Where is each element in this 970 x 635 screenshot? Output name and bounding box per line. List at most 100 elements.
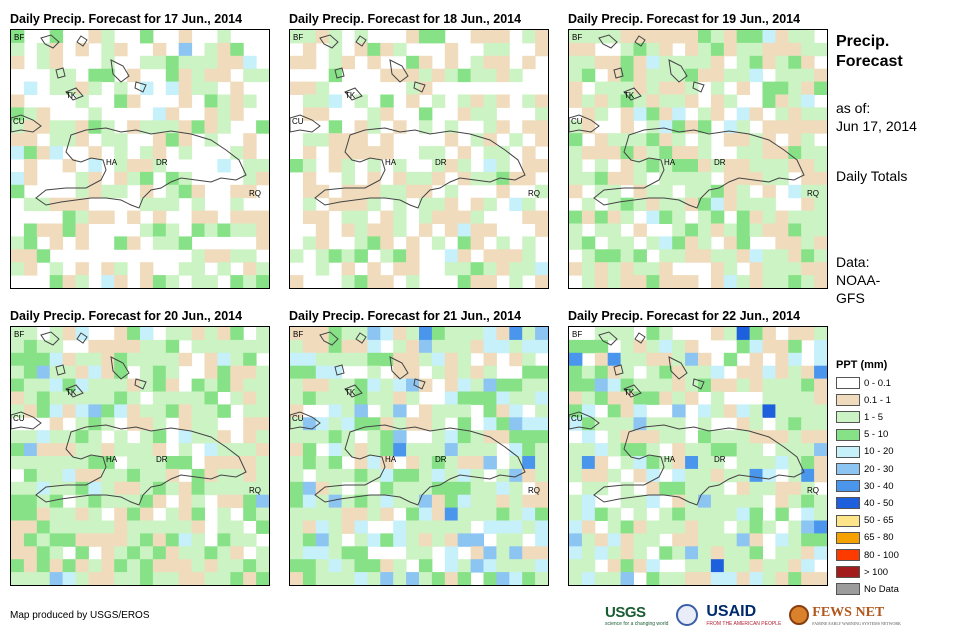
precip-cell bbox=[569, 533, 583, 547]
precip-cell bbox=[49, 197, 64, 212]
precip-cell bbox=[419, 184, 433, 199]
precip-cell bbox=[114, 494, 128, 509]
precip-cell bbox=[522, 197, 536, 212]
precip-cell bbox=[801, 404, 815, 418]
precip-cell bbox=[672, 546, 686, 560]
precip-cell bbox=[88, 404, 102, 418]
precip-cell bbox=[788, 404, 802, 418]
precip-cell bbox=[75, 352, 89, 367]
precip-cell bbox=[88, 352, 102, 367]
precip-cell bbox=[165, 365, 180, 380]
precip-cell bbox=[672, 572, 686, 585]
precip-cell bbox=[814, 533, 827, 547]
precip-cell bbox=[302, 184, 317, 199]
country-label: HA bbox=[664, 455, 676, 464]
precip-cell bbox=[633, 430, 647, 444]
precip-cell bbox=[328, 339, 343, 354]
precip-cell bbox=[659, 352, 673, 367]
precip-cell bbox=[749, 133, 763, 147]
precip-cell bbox=[569, 456, 583, 470]
precip-cell bbox=[581, 494, 596, 509]
precip-cell bbox=[659, 171, 673, 186]
precip-cell bbox=[431, 494, 446, 509]
precip-cell bbox=[607, 391, 622, 405]
precip-cell bbox=[496, 159, 510, 173]
precip-cell bbox=[633, 275, 647, 288]
precip-cell bbox=[393, 533, 407, 547]
panel-title-3: Daily Precip. Forecast for 19 Jun., 2014 bbox=[568, 12, 801, 26]
precip-cell bbox=[607, 184, 622, 199]
precip-cell bbox=[633, 146, 647, 160]
precip-cell bbox=[256, 339, 269, 354]
precip-cell bbox=[814, 249, 827, 263]
legend-swatch bbox=[836, 531, 860, 544]
precip-cell bbox=[698, 171, 712, 186]
precip-cell bbox=[393, 42, 407, 57]
precip-cell bbox=[483, 197, 497, 212]
precip-cell bbox=[710, 81, 725, 95]
precip-cell bbox=[749, 494, 763, 509]
precip-cell bbox=[114, 481, 128, 496]
precip-cell bbox=[191, 404, 205, 418]
precip-cell bbox=[569, 146, 583, 160]
precip-cell bbox=[341, 262, 355, 276]
precip-cell bbox=[367, 533, 381, 547]
precip-cell bbox=[62, 327, 76, 341]
precip-cell bbox=[659, 184, 673, 199]
precip-cell bbox=[775, 533, 789, 547]
precip-cell bbox=[483, 94, 497, 108]
precip-cell bbox=[814, 365, 827, 380]
precip-cell bbox=[49, 546, 64, 560]
precip-cell bbox=[140, 417, 154, 431]
precip-cell bbox=[243, 339, 257, 354]
precip-cell bbox=[36, 546, 51, 560]
precip-cell bbox=[62, 559, 76, 573]
precip-cell bbox=[191, 197, 205, 212]
precip-cell bbox=[328, 456, 343, 470]
precip-cell bbox=[620, 146, 634, 160]
precip-cell bbox=[496, 94, 510, 108]
island-outline bbox=[55, 67, 66, 79]
precip-cell bbox=[646, 443, 660, 457]
precip-cell bbox=[483, 223, 497, 237]
precip-cell bbox=[178, 120, 193, 134]
precip-cell bbox=[380, 236, 394, 250]
precip-cell bbox=[698, 107, 712, 121]
precip-cell bbox=[509, 404, 523, 418]
precip-cell bbox=[49, 81, 64, 95]
data-source: Data: NOAA-GFS bbox=[836, 254, 881, 306]
precip-cell bbox=[522, 391, 536, 405]
precip-cell bbox=[672, 391, 686, 405]
precip-cell bbox=[762, 468, 776, 483]
precip-cell bbox=[256, 159, 269, 173]
precip-cell bbox=[801, 30, 815, 44]
precip-cell bbox=[11, 171, 25, 186]
precip-cell bbox=[75, 42, 89, 57]
precip-cell bbox=[736, 378, 751, 392]
precip-cell bbox=[62, 275, 76, 288]
precip-cell bbox=[152, 378, 167, 392]
precip-cell bbox=[230, 378, 244, 392]
precip-cell bbox=[470, 236, 484, 250]
precip-cell bbox=[419, 327, 433, 341]
precip-cell bbox=[509, 430, 523, 444]
precip-cell bbox=[457, 262, 472, 276]
precip-cell bbox=[140, 146, 154, 160]
precip-cell bbox=[315, 210, 330, 224]
precip-cell bbox=[672, 507, 686, 521]
precip-cell bbox=[101, 68, 115, 83]
precip-cell bbox=[230, 184, 244, 199]
precip-cell bbox=[140, 404, 154, 418]
precip-cell bbox=[698, 159, 712, 173]
precip-cell bbox=[801, 184, 815, 199]
precip-cell bbox=[522, 55, 536, 70]
precip-cell bbox=[315, 107, 330, 121]
precip-cell bbox=[723, 494, 738, 509]
precip-cell bbox=[620, 404, 634, 418]
precip-cell bbox=[406, 378, 420, 392]
precip-cell bbox=[698, 507, 712, 521]
precip-cell bbox=[749, 443, 763, 457]
precip-cell bbox=[114, 572, 128, 585]
precip-cell bbox=[594, 533, 609, 547]
precip-cell bbox=[762, 572, 776, 585]
